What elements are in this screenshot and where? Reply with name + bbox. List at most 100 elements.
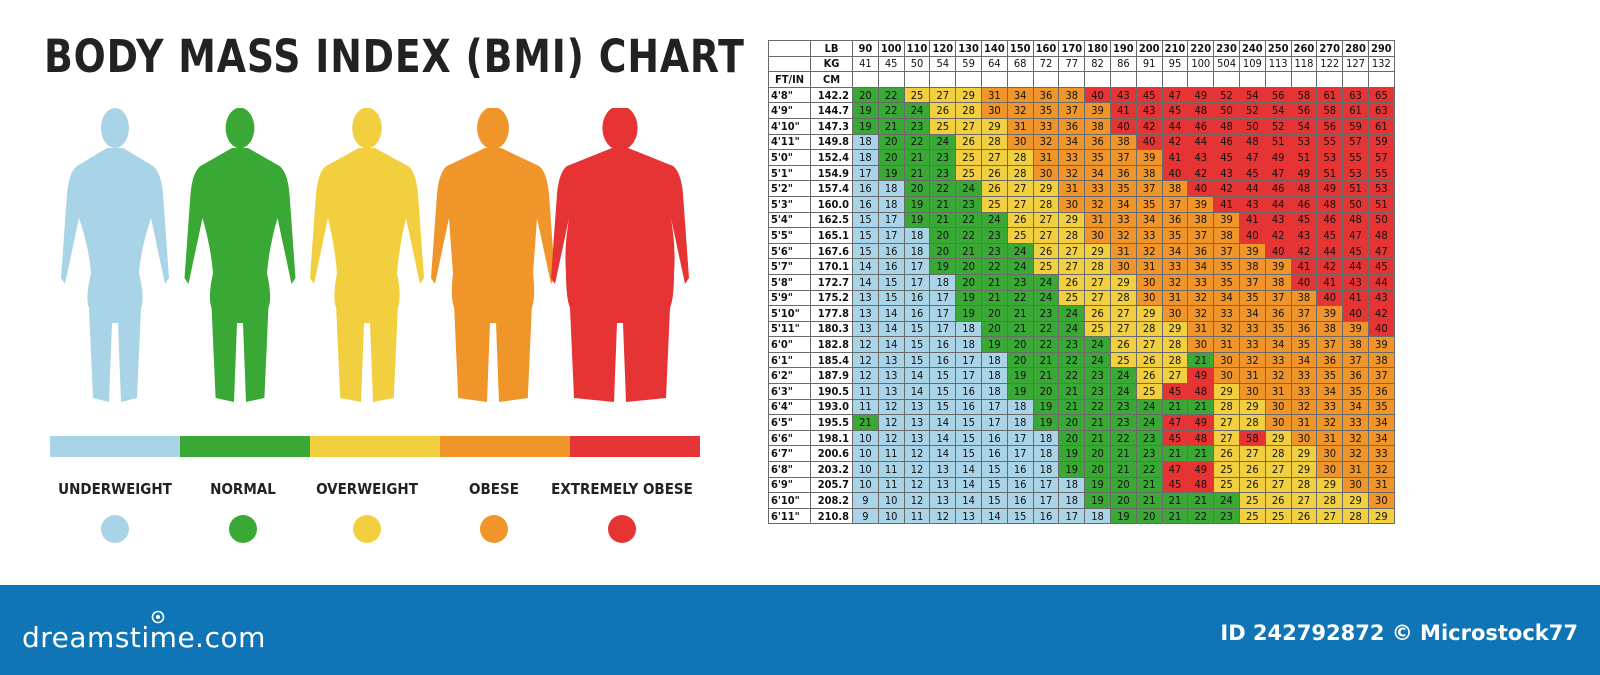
bmi-cell: 12 [852,351,879,369]
bmi-cell: 31 [1058,180,1086,197]
bmi-cell: 15 [980,476,1008,494]
bmi-cell: 29 [1161,320,1189,338]
bmi-cell: 34 [1264,336,1292,353]
bmi-cell: 29 [1290,445,1318,463]
bmi-cell: 18 [980,351,1008,369]
bmi-cell: 17 [929,320,957,338]
height-cm: 167.6 [810,242,853,260]
bmi-cell: 26 [1135,367,1163,385]
bmi-cell: 22 [1109,429,1137,447]
bmi-cell: 11 [877,445,905,463]
bmi-cell: 40 [1084,86,1111,104]
bmi-cell: 22 [1058,367,1086,385]
bmi-cell: 30 [1213,367,1240,385]
bmi-cell: 27 [1058,258,1086,275]
bmi-cell: 26 [1109,336,1137,353]
bmi-cell: 21 [1161,507,1189,525]
bmi-cell: 28 [1135,320,1163,338]
blank-cell [929,71,957,88]
bmi-cell: 12 [852,336,879,353]
bmi-cell: 32 [1109,227,1137,244]
footer-bar: dreamstime.com ID 242792872 © Microstock… [0,585,1600,675]
bmi-cell: 26 [929,102,957,119]
header-lb-value: 160 [1032,40,1060,57]
bmi-cell: 53 [1367,180,1395,197]
bmi-cell: 32 [1290,398,1318,416]
bmi-cell: 31 [1006,117,1034,135]
bmi-cell: 36 [1058,117,1086,135]
bmi-cell: 54 [1238,86,1266,104]
bmi-cell: 34 [1238,305,1266,322]
bmi-cell: 24 [980,211,1008,229]
legend-dot-underweight [101,515,129,543]
bmi-cell: 21 [1006,320,1034,338]
bmi-cell: 22 [903,133,931,151]
bmi-cell: 16 [955,383,982,400]
bmi-cell: 65 [1367,86,1395,104]
bmi-cell: 45 [1238,164,1266,182]
bmi-cell: 12 [903,445,931,463]
bmi-cell: 37 [1342,351,1369,369]
bmi-cell: 29 [1109,273,1137,291]
bmi-cell: 38 [1058,86,1086,104]
bmi-cell: 36 [1367,383,1395,400]
table-row: 5'5" 165.1 15 17 18 20 22 23 25 27 28 30 32 33 35 37 38 4… [768,227,1395,244]
scale-segment-normal [180,436,310,457]
bmi-cell: 17 [877,227,905,244]
header-lb-value: 110 [903,40,931,57]
bmi-cell: 32 [1238,351,1266,369]
bmi-cell: 28 [980,133,1008,151]
bmi-cell: 17 [955,351,982,369]
bmi-cell: 41 [1316,273,1344,291]
height-cm: 190.5 [810,383,853,400]
bmi-cell: 33 [1290,383,1318,400]
height-ft: 6'1" [768,351,811,369]
height-ft: 6'6" [768,429,811,447]
brand-name[interactable]: dreamstime.com [22,621,266,654]
bmi-cell: 36 [1264,305,1292,322]
bmi-cell: 15 [903,320,931,338]
bmi-cell: 22 [1084,398,1111,416]
bmi-cell: 33 [1213,305,1240,322]
bmi-cell: 32 [1367,461,1395,478]
bmi-cell: 33 [1187,273,1215,291]
bmi-cell: 28 [1342,507,1369,525]
bmi-cell: 49 [1187,86,1215,104]
bmi-cell: 28 [1264,445,1292,463]
height-ft: 6'3" [768,383,811,400]
bmi-cell: 35 [1290,336,1318,353]
height-ft: 5'7" [768,258,811,275]
bmi-cell: 40 [1161,164,1189,182]
bmi-cell: 21 [1109,461,1137,478]
bmi-cell: 24 [1032,289,1060,307]
bmi-cell: 24 [1006,258,1034,275]
legend-dot-normal [229,515,257,543]
bmi-cell: 21 [1187,398,1215,416]
bmi-cell: 19 [1084,476,1111,494]
bmi-cell: 20 [929,242,957,260]
bmi-cell: 23 [980,242,1008,260]
bmi-cell: 20 [877,133,905,151]
bmi-cell: 43 [1367,289,1395,307]
bmi-cell: 36 [1109,164,1137,182]
header-kg-value: 132 [1367,55,1395,73]
bmi-cell: 39 [1238,242,1266,260]
bmi-cell: 26 [1290,507,1318,525]
bmi-cell: 31 [1238,367,1266,385]
header-kg-label: KG [810,55,853,73]
bmi-cell: 27 [1264,461,1292,478]
bmi-cell: 14 [877,336,905,353]
header-lb-value: 130 [955,40,982,57]
bmi-cell: 47 [1161,86,1189,104]
bmi-cell: 33 [1238,320,1266,338]
height-cm: 175.2 [810,289,853,307]
bmi-cell: 56 [1316,117,1344,135]
height-ft: 6'0" [768,336,811,353]
bmi-cell: 36 [1032,86,1060,104]
bmi-color-scale [50,436,700,457]
bmi-cell: 26 [955,133,982,151]
bmi-cell: 21 [955,242,982,260]
bmi-cell: 44 [1316,242,1344,260]
table-row: 4'9" 144.7 19 22 24 26 28 30 32 35 37 39 41 43 45 48 50 5… [768,102,1395,119]
bmi-cell: 34 [1161,242,1189,260]
